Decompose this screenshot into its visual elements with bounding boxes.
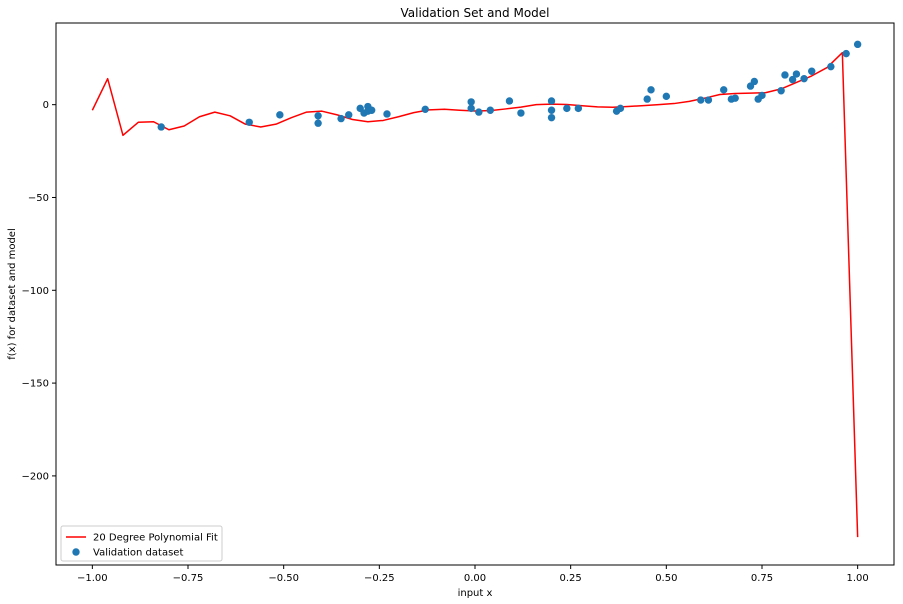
validation-point xyxy=(245,118,253,127)
validation-point xyxy=(750,77,759,86)
x-tick-label: −0.50 xyxy=(268,573,299,584)
x-tick-label: −0.75 xyxy=(173,573,204,584)
validation-point xyxy=(157,123,165,131)
validation-point xyxy=(314,112,322,120)
validation-point xyxy=(808,67,816,75)
validation-point xyxy=(781,71,789,79)
validation-point xyxy=(367,106,376,114)
y-tick-label: −150 xyxy=(22,379,49,390)
validation-point xyxy=(467,98,475,106)
validation-point xyxy=(421,105,429,114)
x-tick-label: 0.25 xyxy=(560,573,582,584)
validation-point xyxy=(547,97,556,105)
plot-frame xyxy=(55,22,895,566)
x-tick-label: 0.75 xyxy=(751,573,773,584)
validation-point xyxy=(720,86,728,94)
validation-point xyxy=(505,97,514,105)
legend-box xyxy=(60,525,223,562)
x-axis-ticks: −1.00 −0.75 −0.50 −0.25 0.00 0.25 0.50 0.75 1.00 xyxy=(77,565,869,584)
chart-title: Validation Set and Model xyxy=(400,6,549,20)
validation-point xyxy=(842,49,850,58)
validation-point xyxy=(800,74,808,83)
legend-label-validation: Validation dataset xyxy=(93,548,183,559)
validation-point xyxy=(662,92,671,101)
validation-point xyxy=(517,109,525,117)
legend-label-fit: 20 Degree Polynomial Fit xyxy=(93,533,218,544)
validation-point xyxy=(276,111,284,119)
validation-point xyxy=(574,104,583,113)
validation-point xyxy=(547,113,556,122)
validation-point xyxy=(643,95,651,103)
validation-point xyxy=(337,114,345,123)
validation-points xyxy=(157,40,862,131)
x-tick-label: −1.00 xyxy=(77,573,108,584)
validation-point xyxy=(792,70,801,78)
validation-point xyxy=(616,104,625,113)
validation-point xyxy=(697,96,705,104)
legend: 20 Degree Polynomial Fit Validation data… xyxy=(60,525,223,562)
x-tick-label: 0.50 xyxy=(655,573,677,584)
validation-point xyxy=(467,104,475,113)
validation-point xyxy=(704,96,713,104)
validation-point xyxy=(563,104,571,113)
y-tick-label: −100 xyxy=(22,286,49,297)
validation-point xyxy=(647,86,655,94)
validation-point xyxy=(383,110,391,118)
validation-point xyxy=(731,94,739,102)
validation-point xyxy=(345,111,353,119)
x-axis-label: input x xyxy=(458,588,493,599)
validation-point xyxy=(314,119,322,127)
x-tick-label: −0.25 xyxy=(364,573,395,584)
legend-dot-swatch xyxy=(72,548,80,556)
x-tick-label: 0.00 xyxy=(464,573,486,584)
y-axis-label: f(x) for dataset and model xyxy=(7,228,18,359)
validation-point xyxy=(486,106,495,114)
validation-point xyxy=(475,108,483,116)
validation-point xyxy=(758,91,766,100)
validation-point xyxy=(827,62,835,71)
y-tick-label: −200 xyxy=(22,471,49,482)
y-axis-ticks: 0 −50 −100 −150 −200 xyxy=(22,100,56,482)
x-tick-label: 1.00 xyxy=(847,573,869,584)
validation-point xyxy=(547,106,556,114)
y-tick-label: −50 xyxy=(28,193,49,204)
y-tick-label: 0 xyxy=(43,100,49,111)
validation-point xyxy=(788,75,797,84)
polynomial-fit-line xyxy=(91,51,859,538)
validation-point xyxy=(777,87,785,95)
validation-point xyxy=(853,40,862,49)
